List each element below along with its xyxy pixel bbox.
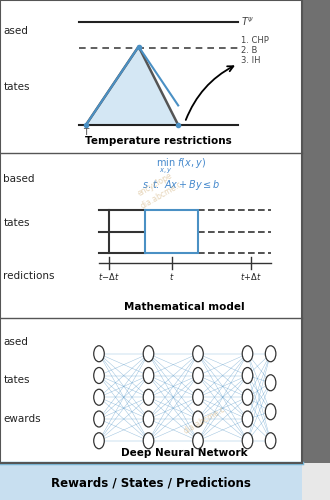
- Circle shape: [265, 375, 276, 391]
- Circle shape: [94, 389, 104, 405]
- Text: ased: ased: [3, 337, 28, 347]
- Text: encyclope
dia.abcme.c: encyclope dia.abcme.c: [133, 170, 184, 210]
- Text: Deep Neural Network: Deep Neural Network: [121, 448, 248, 458]
- Text: Temperature restrictions: Temperature restrictions: [85, 136, 232, 146]
- Circle shape: [94, 432, 104, 449]
- Text: $T^{\psi}$: $T^{\psi}$: [241, 16, 254, 28]
- Circle shape: [143, 411, 154, 427]
- Text: $\min_{x,y}\ f(x,y)$: $\min_{x,y}\ f(x,y)$: [156, 156, 207, 175]
- Text: $t{+}\Delta t$: $t{+}\Delta t$: [240, 271, 262, 282]
- Polygon shape: [86, 46, 178, 125]
- Text: $t$: $t$: [169, 271, 174, 282]
- Circle shape: [265, 346, 276, 362]
- Text: ased: ased: [3, 26, 28, 36]
- Bar: [0, 462, 302, 500]
- Circle shape: [193, 432, 203, 449]
- Circle shape: [143, 389, 154, 405]
- Circle shape: [242, 368, 253, 384]
- Circle shape: [143, 346, 154, 362]
- Text: redictions: redictions: [3, 271, 55, 281]
- Text: $t{-}\Delta t$: $t{-}\Delta t$: [98, 271, 120, 282]
- Text: 3. IH: 3. IH: [241, 56, 260, 65]
- Circle shape: [94, 368, 104, 384]
- Circle shape: [94, 411, 104, 427]
- Circle shape: [193, 346, 203, 362]
- Text: based: based: [3, 174, 35, 184]
- Circle shape: [242, 346, 253, 362]
- Circle shape: [265, 432, 276, 449]
- Circle shape: [193, 411, 203, 427]
- Circle shape: [143, 432, 154, 449]
- Bar: [302, 0, 330, 462]
- Circle shape: [193, 368, 203, 384]
- Text: $s.t.\ Ax + By \leq b$: $s.t.\ Ax + By \leq b$: [142, 178, 221, 192]
- Text: 2. B: 2. B: [241, 46, 257, 55]
- Bar: [145, 210, 198, 253]
- Text: tates: tates: [3, 218, 30, 228]
- Circle shape: [242, 411, 253, 427]
- Text: 1. CHP: 1. CHP: [241, 36, 269, 45]
- Circle shape: [193, 389, 203, 405]
- Circle shape: [242, 432, 253, 449]
- Text: dia.abcme.c: dia.abcme.c: [182, 404, 227, 436]
- Text: tates: tates: [3, 82, 30, 92]
- Circle shape: [143, 368, 154, 384]
- Circle shape: [265, 404, 276, 420]
- Text: Mathematical model: Mathematical model: [124, 302, 245, 312]
- Text: Rewards / States / Predictions: Rewards / States / Predictions: [51, 476, 251, 490]
- Circle shape: [242, 389, 253, 405]
- Text: tates: tates: [3, 375, 30, 385]
- Text: ewards: ewards: [3, 414, 41, 424]
- Circle shape: [94, 346, 104, 362]
- Text: T: T: [83, 128, 88, 136]
